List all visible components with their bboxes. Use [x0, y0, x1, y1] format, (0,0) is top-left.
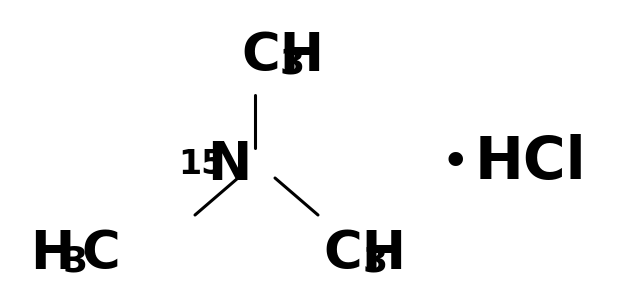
Text: H: H: [30, 228, 74, 280]
Text: 3: 3: [63, 244, 88, 278]
Text: C: C: [81, 228, 120, 280]
Text: 15: 15: [178, 148, 225, 181]
Text: 3: 3: [363, 244, 388, 278]
Text: CH: CH: [323, 228, 406, 280]
Text: 3: 3: [280, 46, 305, 80]
Text: HCl: HCl: [474, 135, 586, 191]
Text: CH: CH: [241, 30, 324, 82]
Text: N: N: [207, 139, 252, 191]
Text: •: •: [440, 139, 470, 187]
